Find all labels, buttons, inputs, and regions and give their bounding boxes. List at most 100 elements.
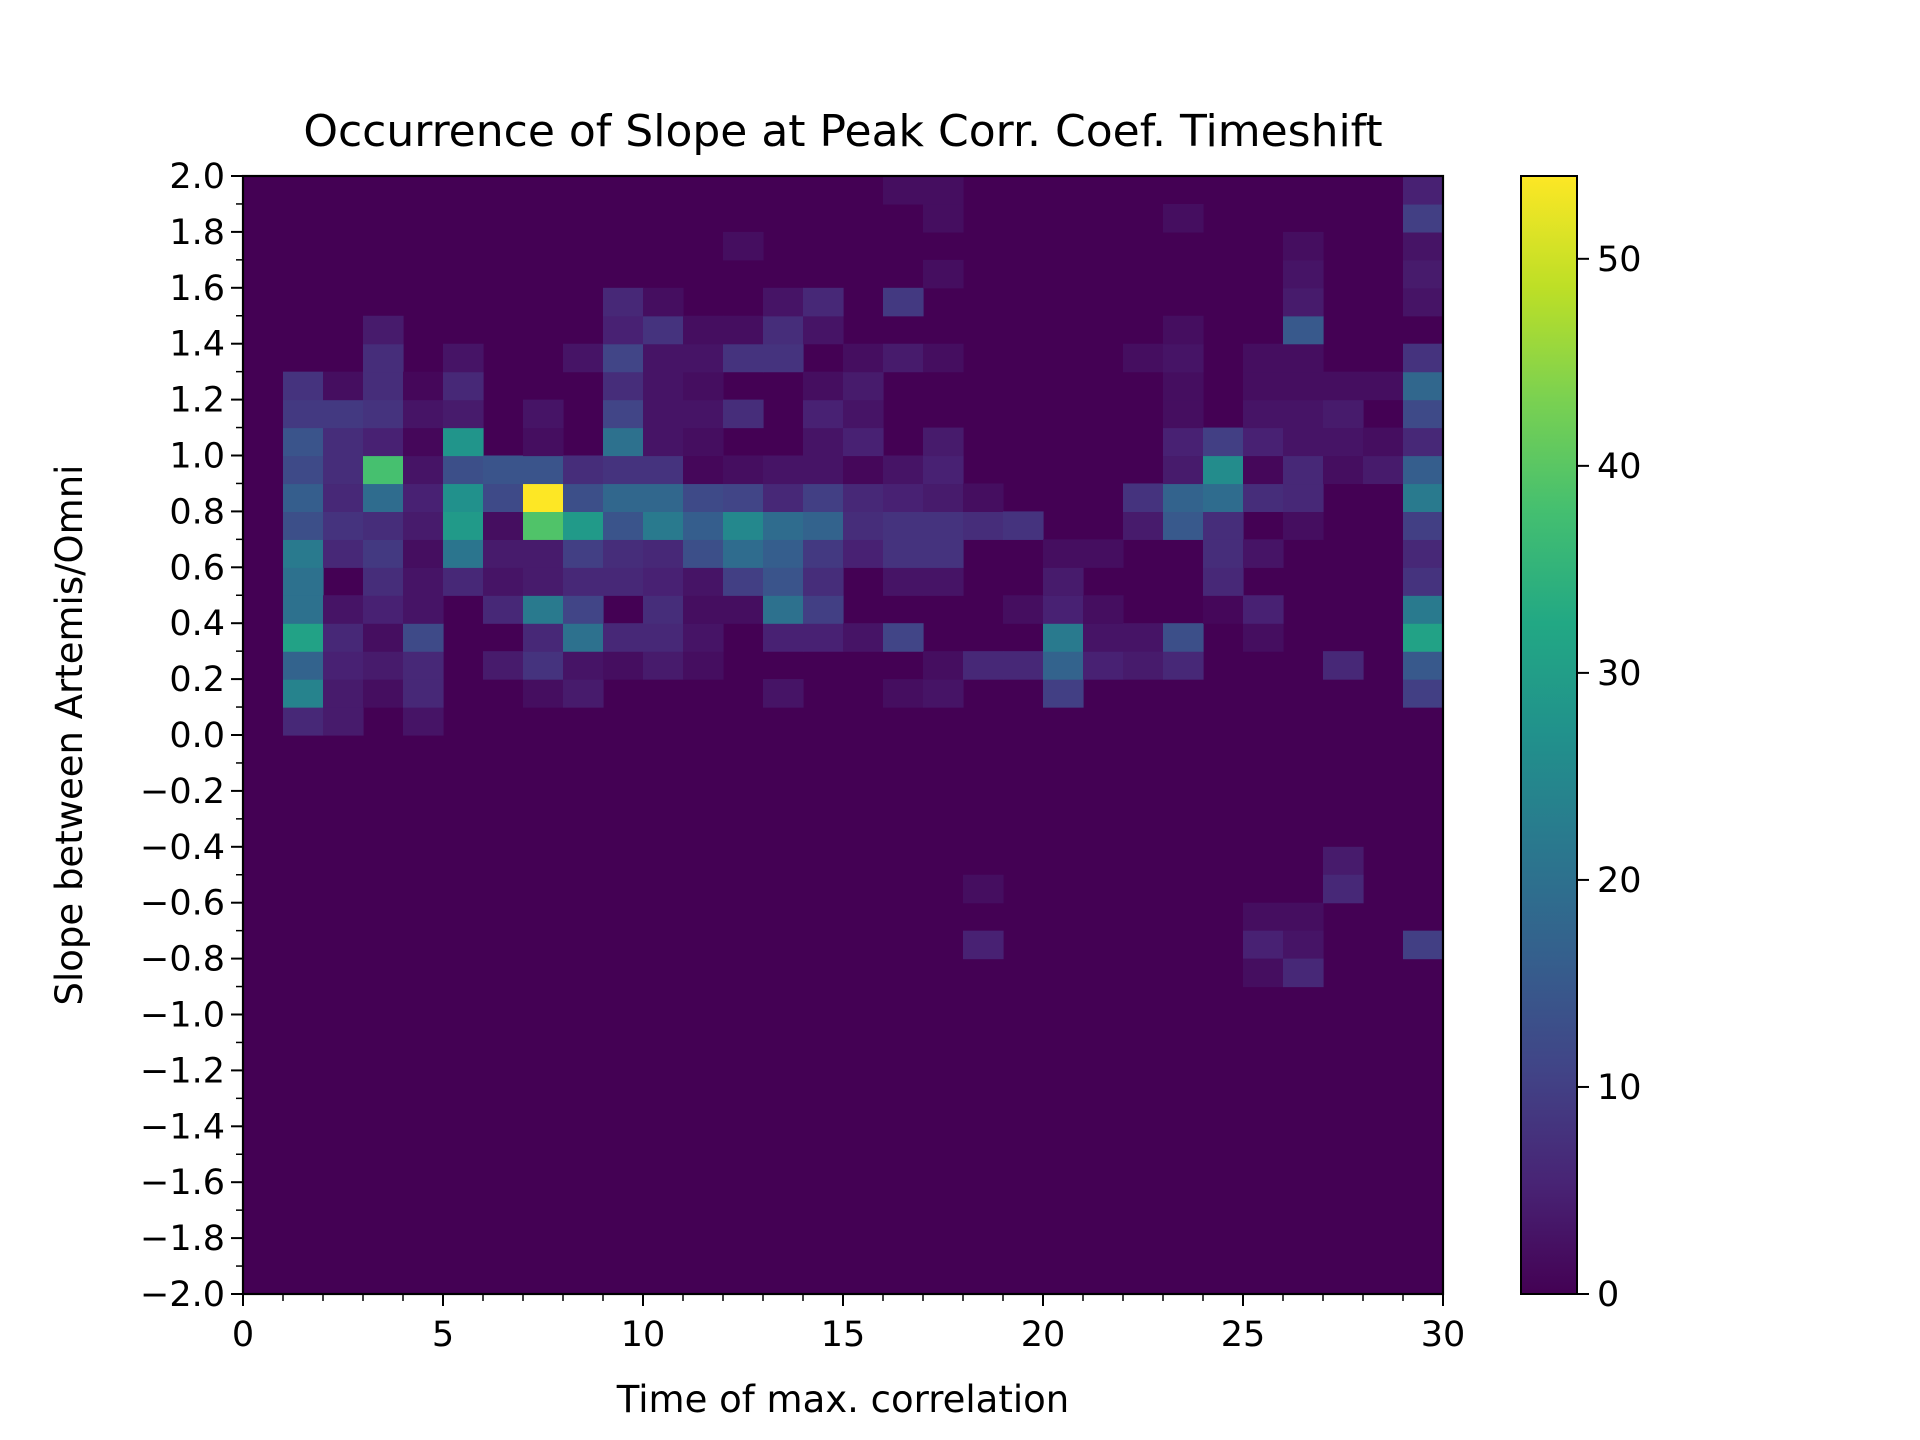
x-tick-label: 20	[1021, 1315, 1066, 1355]
heatmap-cell	[443, 427, 484, 457]
heatmap-cell	[363, 343, 404, 373]
heatmap-cell	[923, 511, 964, 540]
y-tick-label: −0.2	[140, 772, 225, 812]
heatmap-cell	[843, 427, 884, 457]
heatmap-cell	[803, 511, 844, 540]
heatmap-cell	[723, 511, 764, 540]
heatmap-cell	[843, 455, 884, 485]
y-tick-label: −1.2	[140, 1051, 225, 1091]
heatmap-cell	[643, 287, 684, 317]
heatmap-cell	[283, 399, 324, 429]
y-tick-label: −1.8	[140, 1219, 225, 1259]
x-tick-label: 0	[232, 1315, 254, 1355]
heatmap-cell	[683, 343, 724, 373]
heatmap-cell	[763, 455, 804, 485]
heatmap-cell	[283, 371, 324, 401]
heatmap-cell	[443, 511, 484, 540]
y-tick-label: 1.2	[169, 381, 225, 421]
heatmap-cell	[1403, 231, 1444, 261]
heatmap-cell	[563, 343, 604, 373]
heatmap-cell	[683, 595, 724, 624]
heatmap-cell	[523, 455, 564, 485]
y-tick-label: −2.0	[140, 1275, 225, 1315]
heatmap-cell	[283, 651, 324, 680]
heatmap-cell	[643, 427, 684, 457]
chart-title: Occurrence of Slope at Peak Corr. Coef. …	[303, 106, 1382, 157]
heatmap-cell	[1323, 371, 1364, 401]
heatmap-cell	[1283, 958, 1324, 988]
heatmap-cell	[683, 483, 724, 512]
heatmap-cell	[1363, 427, 1404, 457]
heatmap-cell	[563, 679, 604, 708]
heatmap-cell	[403, 399, 444, 429]
heatmap-cell	[1123, 651, 1164, 680]
heatmap-cell	[923, 567, 964, 596]
heatmap-cell	[763, 567, 804, 596]
heatmap-cell	[883, 679, 924, 708]
heatmap-cell	[363, 511, 404, 540]
heatmap-cell	[1123, 511, 1164, 540]
heatmap-cell	[1083, 539, 1124, 568]
heatmap-cell	[1283, 427, 1324, 457]
heatmap-cell	[923, 539, 964, 568]
heatmap-cell	[1283, 287, 1324, 317]
heatmap-cell	[1283, 483, 1324, 512]
heatmap-cell	[723, 539, 764, 568]
heatmap-cell	[1283, 511, 1324, 540]
heatmap-cell	[1203, 567, 1244, 596]
heatmap-cell	[883, 455, 924, 485]
heatmap-cell	[843, 399, 884, 429]
heatmap-cell	[603, 539, 644, 568]
heatmap-cell	[1403, 371, 1444, 401]
y-tick-label: −0.8	[140, 940, 225, 980]
heatmap-cell	[963, 874, 1004, 904]
heatmap-cell	[843, 483, 884, 512]
heatmap-cell	[963, 483, 1004, 512]
heatmap-cell	[1403, 651, 1444, 680]
heatmap-cell	[923, 427, 964, 457]
heatmap-cell	[1043, 623, 1084, 652]
heatmap-cell	[443, 371, 484, 401]
heatmap-cell	[1243, 427, 1284, 457]
heatmap-cell	[723, 343, 764, 373]
heatmap-cell	[683, 623, 724, 652]
y-axis-label: Slope between Artemis/Omni	[48, 465, 91, 1006]
heatmap-cell	[1323, 651, 1364, 680]
heatmap-cell	[1163, 371, 1204, 401]
heatmap-cell	[403, 455, 444, 485]
heatmap-cell	[283, 427, 324, 457]
y-axis-ticks: −2.0 −1.8 −1.6 −1.4 −1.2 −1.0 −0.8 −0.6 −0.4 −0.2…	[140, 157, 243, 1315]
heatmap-cell	[603, 287, 644, 317]
heatmap-cell	[603, 623, 644, 652]
heatmap-cell	[323, 707, 364, 736]
colorbar	[1520, 175, 1578, 1295]
heatmap-cell	[803, 595, 844, 624]
heatmap-cell	[643, 371, 684, 401]
heatmap-cell	[1163, 427, 1204, 457]
x-tick-label: 10	[621, 1315, 666, 1355]
heatmap-cells	[243, 176, 1444, 1294]
heatmap-cell	[283, 707, 324, 736]
heatmap-cell	[1323, 427, 1364, 457]
heatmap-cell	[683, 427, 724, 457]
heatmap-cell	[363, 567, 404, 596]
heatmap-cell	[643, 567, 684, 596]
heatmap-cell	[323, 623, 364, 652]
heatmap-cell	[403, 371, 444, 401]
heatmap-cell	[923, 455, 964, 485]
heatmap-cell	[1123, 343, 1164, 373]
y-tick-label: 0.8	[169, 492, 225, 532]
heatmap-cell	[283, 567, 324, 596]
x-axis-ticks: 0 5 10 15 20 25 30	[232, 1294, 1465, 1355]
heatmap-cell	[1403, 595, 1444, 624]
heatmap-cell	[883, 539, 924, 568]
heatmap-cell	[1123, 623, 1164, 652]
heatmap-cell	[1283, 930, 1324, 960]
heatmap-cell	[643, 455, 684, 485]
y-tick-label: −0.6	[140, 884, 225, 924]
heatmap-cell	[803, 623, 844, 652]
heatmap-cell	[283, 511, 324, 540]
heatmap-cell	[603, 371, 644, 401]
heatmap-cell	[1403, 930, 1444, 960]
